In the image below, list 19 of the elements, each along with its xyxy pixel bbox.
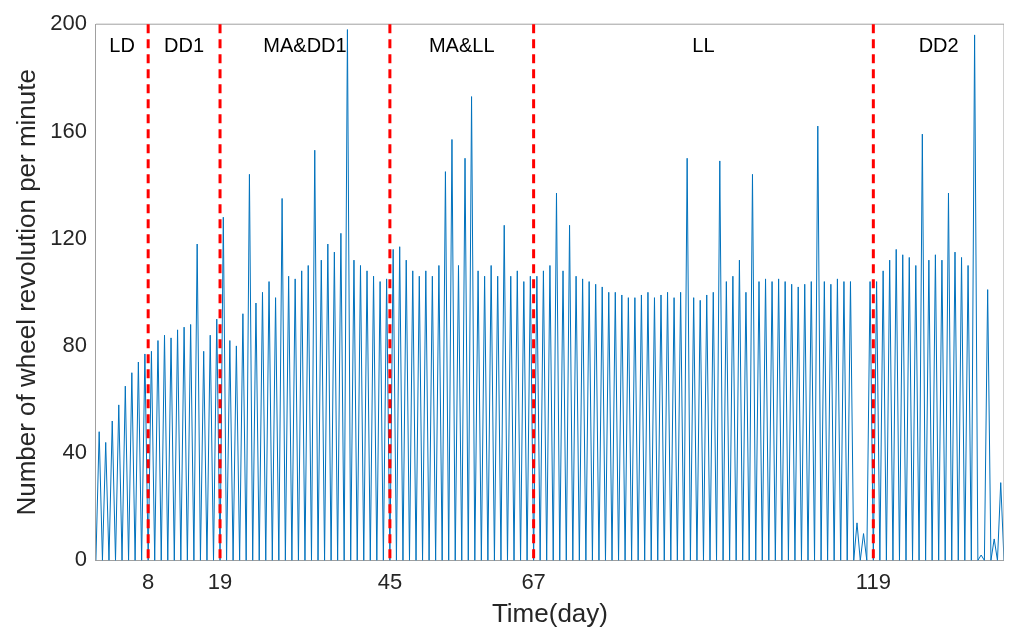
x-tick-label: 45	[377, 568, 403, 594]
x-tick-label: 67	[521, 568, 546, 594]
x-axis-title: Time(day)	[491, 597, 608, 628]
x-tick-label: 119	[855, 568, 891, 594]
annotation: DD1	[164, 33, 205, 56]
y-tick-label: 160	[50, 117, 87, 143]
y-tick-label: 80	[62, 331, 87, 357]
y-tick-label: 0	[74, 546, 87, 572]
annotation: MA&DD1	[263, 33, 347, 56]
annotation: DD2	[918, 33, 959, 56]
annotation: LD	[109, 33, 135, 56]
annotation: LL	[692, 33, 715, 56]
y-tick-label: 120	[50, 224, 87, 250]
y-tick-label: 40	[62, 439, 87, 465]
x-tick-label: 19	[207, 568, 233, 594]
annotation: MA&LL	[428, 33, 495, 56]
y-tick-label: 200	[50, 10, 87, 36]
y-axis-title: Number of wheel revolution per minute	[10, 69, 41, 516]
x-tick-label: 8	[142, 568, 155, 594]
